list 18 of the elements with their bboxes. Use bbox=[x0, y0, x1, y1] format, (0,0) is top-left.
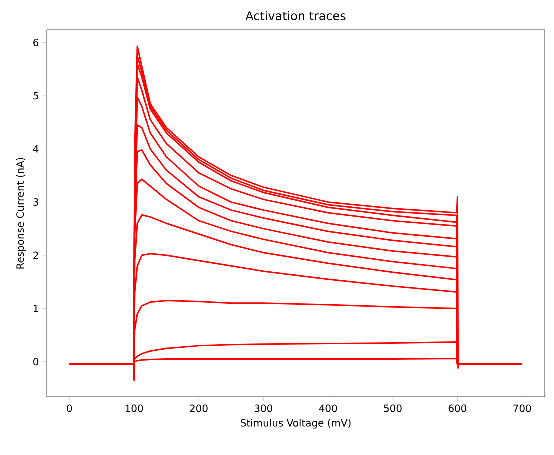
chart-title: Activation traces bbox=[246, 11, 346, 21]
x-tick-label: 200 bbox=[190, 404, 208, 412]
y-tick-label: 2 bbox=[34, 252, 38, 260]
y-tick-label: 0 bbox=[34, 358, 39, 366]
x-tick-label: 0 bbox=[67, 404, 72, 412]
y-tick-label: 5 bbox=[34, 92, 38, 100]
x-tick-label: 400 bbox=[319, 404, 338, 412]
x-tick-label: 100 bbox=[126, 404, 144, 412]
x-tick-label: 700 bbox=[514, 404, 532, 412]
y-tick-label: 3 bbox=[34, 198, 38, 206]
x-tick-label: 300 bbox=[254, 404, 273, 412]
y-tick-label: 6 bbox=[34, 38, 39, 47]
y-tick-label: 1 bbox=[34, 305, 38, 312]
y-tick-label: 4 bbox=[33, 146, 39, 153]
x-axis-title: Stimulus Voltage (mV) bbox=[241, 419, 351, 429]
x-tick-label: 600 bbox=[448, 404, 467, 412]
x-tick-label: 500 bbox=[384, 404, 402, 412]
y-axis-title: Response Current (nA) bbox=[16, 158, 26, 269]
